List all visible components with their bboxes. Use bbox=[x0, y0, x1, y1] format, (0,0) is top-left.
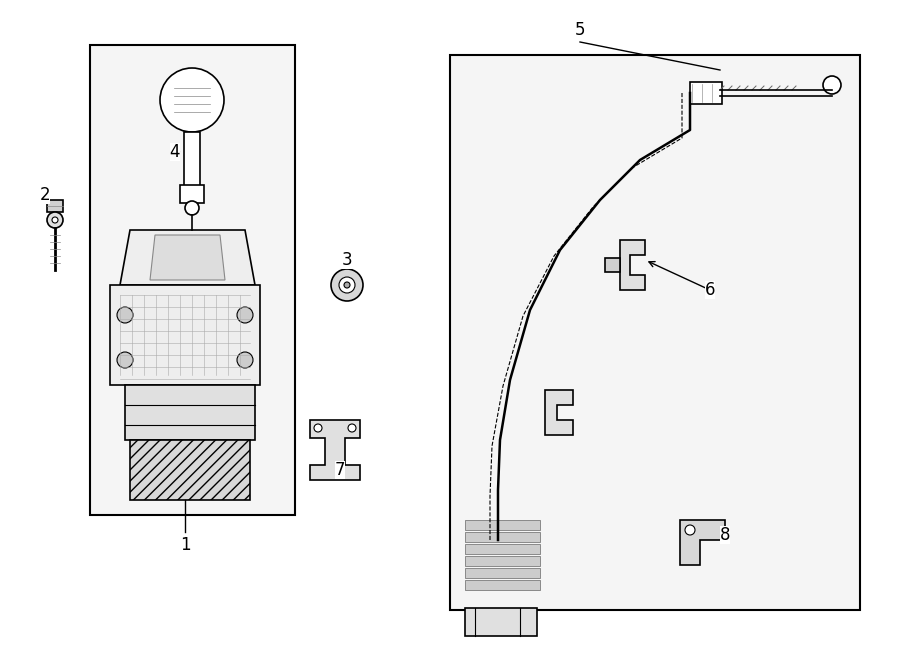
Circle shape bbox=[339, 277, 355, 293]
Bar bbox=[110, 285, 260, 385]
Circle shape bbox=[823, 76, 841, 94]
Bar bbox=[180, 185, 204, 203]
Bar bbox=[465, 580, 540, 590]
Text: 6: 6 bbox=[705, 281, 716, 299]
Bar bbox=[465, 520, 540, 530]
Bar bbox=[465, 544, 540, 554]
Bar bbox=[130, 440, 250, 500]
Text: 4: 4 bbox=[170, 143, 180, 161]
Bar bbox=[465, 568, 540, 578]
Bar bbox=[90, 45, 295, 515]
Circle shape bbox=[52, 217, 58, 223]
Text: 7: 7 bbox=[335, 461, 346, 479]
Circle shape bbox=[331, 269, 363, 301]
Polygon shape bbox=[680, 520, 725, 565]
Circle shape bbox=[237, 352, 253, 368]
Circle shape bbox=[160, 68, 224, 132]
Circle shape bbox=[117, 352, 133, 368]
Bar bbox=[465, 556, 540, 566]
Polygon shape bbox=[150, 235, 225, 280]
Bar bbox=[450, 55, 860, 610]
Bar bbox=[125, 385, 255, 440]
Text: 2: 2 bbox=[40, 186, 50, 204]
Circle shape bbox=[117, 307, 133, 323]
Circle shape bbox=[237, 307, 253, 323]
Text: 8: 8 bbox=[720, 526, 730, 544]
Circle shape bbox=[47, 212, 63, 228]
Circle shape bbox=[314, 424, 322, 432]
Bar bbox=[47, 200, 63, 212]
Text: 3: 3 bbox=[342, 251, 352, 269]
Text: 1: 1 bbox=[180, 536, 190, 554]
Circle shape bbox=[344, 282, 350, 288]
Polygon shape bbox=[120, 230, 255, 285]
Polygon shape bbox=[620, 240, 645, 290]
Circle shape bbox=[348, 424, 356, 432]
Polygon shape bbox=[310, 420, 360, 480]
Bar bbox=[605, 258, 620, 272]
Bar bbox=[465, 608, 537, 636]
Circle shape bbox=[685, 525, 695, 535]
Bar bbox=[690, 82, 722, 104]
Bar bbox=[184, 132, 200, 187]
Circle shape bbox=[185, 201, 199, 215]
Text: 5: 5 bbox=[575, 21, 585, 39]
Polygon shape bbox=[545, 390, 573, 435]
Bar bbox=[465, 532, 540, 542]
